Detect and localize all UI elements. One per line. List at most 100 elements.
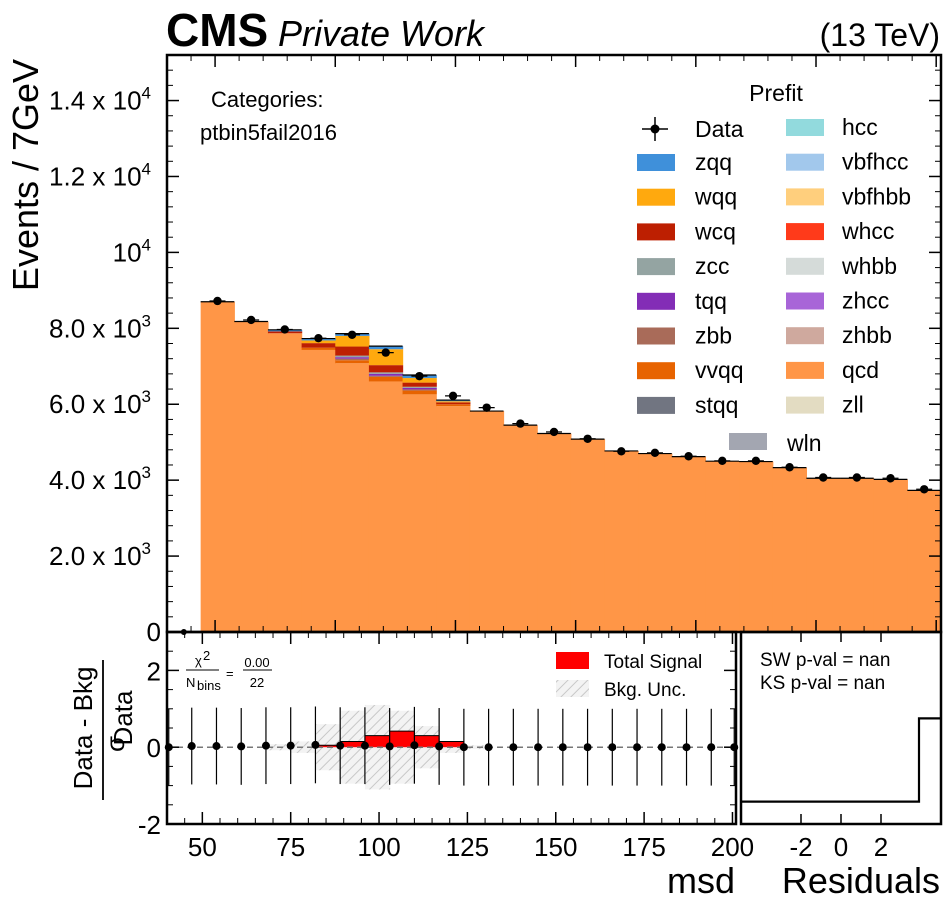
- chi2-annotation: χ 2 N bins = 0.00 22: [186, 648, 272, 693]
- main-y-axis: 0 2.0 x 103 4.0 x 103 6.0 x 103 8.0 x 103 104…: [49, 69, 941, 647]
- bar-qcd-8: [436, 406, 471, 632]
- ratio-x-tick-label-3: 125: [446, 832, 489, 862]
- legend-data-marker: [650, 124, 660, 134]
- data-point-13: [650, 448, 660, 458]
- y-tick-label-0: 0: [147, 617, 161, 647]
- data-point-15: [718, 456, 727, 465]
- data-point-17: [785, 463, 794, 472]
- data-point-5: [381, 348, 390, 357]
- residual-frame: [739, 630, 943, 826]
- ratio-point-8: [360, 741, 369, 750]
- residual-step: [741, 717, 941, 803]
- total-signal-label: Total Signal: [604, 652, 702, 673]
- signal-bar-11: [439, 741, 465, 748]
- bkg-unc-band-12: [463, 745, 490, 750]
- bar-wcq-7: [402, 382, 437, 387]
- legend-label-tqq: tqq: [695, 288, 727, 314]
- bar-wcq-8: [436, 402, 471, 405]
- ratio-x-tick-label-1: 75: [276, 832, 305, 862]
- bar-vvqq-8: [436, 404, 471, 407]
- legend-swatch-zhcc: [786, 292, 824, 310]
- ratio-x-tick-label-4: 150: [534, 832, 577, 862]
- ratio-axes: -2 0 2 50 75 100 125 150 175 200: [138, 632, 754, 862]
- signal-bar-10: [414, 735, 440, 748]
- bar-tqq-6: [368, 373, 404, 376]
- ratio-x-tick-label-5: 175: [622, 832, 665, 862]
- bar-qcd-17: [739, 461, 774, 632]
- bar-qcd-14: [638, 453, 673, 632]
- energy-label: (13 TeV): [820, 17, 940, 53]
- bar-qcd-19: [806, 478, 841, 632]
- legend-swatch-whbb: [786, 257, 824, 275]
- bar-zcc-7: [402, 386, 437, 388]
- data-point-7: [448, 391, 458, 401]
- data-point-18: [819, 473, 828, 482]
- sw-pval-text: SW p-val = nan: [760, 650, 890, 671]
- bkg-unc-band-5: [290, 741, 316, 753]
- bar-zcc-5: [335, 355, 370, 358]
- legend-swatch-zqq: [637, 154, 675, 171]
- category-name: ptbin5fail2016: [200, 120, 337, 145]
- bar-zbb-5: [335, 358, 370, 361]
- y-tick-label-5: 104: [113, 235, 151, 267]
- ratio-point-15: [534, 743, 543, 752]
- residual-x-axis-label: Residuals: [782, 860, 940, 901]
- y-tick-label-2: 4.0 x 103: [49, 463, 151, 495]
- legend-label-zbb: zbb: [695, 323, 732, 349]
- ratio-point-10: [410, 741, 419, 750]
- ks-pval-text: KS p-val = nan: [760, 673, 885, 694]
- ratio-point-16: [558, 743, 567, 752]
- bar-qcd-12: [570, 439, 606, 632]
- bar-qcd-15: [671, 456, 707, 632]
- ratio-x-tick-label-6: 200: [711, 832, 754, 862]
- bar-zcc-6: [368, 372, 404, 374]
- legend-data-label: Data: [695, 116, 744, 142]
- ratio-point-2: [212, 742, 221, 751]
- data-point-19: [852, 473, 862, 482]
- ratio-content: [164, 704, 739, 790]
- ratio-point-19: [633, 743, 642, 752]
- data-point-8: [482, 403, 491, 412]
- bkg-unc-swatch: [556, 680, 589, 697]
- bar-vvqq-6: [368, 376, 404, 382]
- bar-qcd-13: [604, 450, 639, 632]
- bar-qcd-10: [503, 425, 538, 632]
- legend-swatch-whcc: [786, 223, 824, 241]
- signal-bar-7: [340, 741, 366, 748]
- legend-swatch-vvqq: [637, 362, 675, 380]
- data-point-21: [919, 485, 929, 494]
- main-panel: 0 2.0 x 103 4.0 x 103 6.0 x 103 8.0 x 103 104…: [49, 53, 943, 647]
- ratio-point-17: [583, 743, 592, 752]
- bar-qcd-2: [234, 321, 269, 632]
- legend-label-zqq: zqq: [695, 149, 732, 175]
- chi2-value: 0.00: [244, 655, 269, 670]
- y-tick-label-4: 8.0 x 103: [49, 311, 151, 343]
- ratio-point-22: [707, 743, 716, 752]
- residual-panel: -2 0 2: [739, 630, 943, 862]
- stacked-bars: [200, 301, 942, 632]
- ndof-value: 22: [250, 675, 264, 690]
- bar-vvqq-4: [301, 347, 336, 350]
- ratio-point-6: [311, 740, 320, 749]
- legend-swatch-stqq: [637, 396, 675, 414]
- legend-swatch-wcq: [637, 223, 675, 241]
- data-point-1: [246, 315, 256, 325]
- ratio-point-20: [657, 743, 666, 752]
- bar-qcd-9: [469, 411, 505, 632]
- residual-histogram: [741, 717, 941, 803]
- nbins-N: N: [186, 675, 195, 690]
- ratio-x-axis-label: msd: [667, 860, 735, 901]
- legend-label-wqq: wqq: [694, 184, 737, 210]
- legend-label-wcq: wcq: [694, 218, 736, 244]
- chi2-symbol: χ: [195, 653, 202, 668]
- legend-label-zhbb: zhbb: [842, 322, 892, 348]
- data-point-12: [617, 447, 626, 456]
- data-point-14: [684, 452, 693, 461]
- legend-title: Prefit: [749, 80, 803, 106]
- bar-qcd-20: [840, 478, 875, 632]
- data-point-9: [516, 419, 525, 428]
- data-point-4: [347, 330, 357, 339]
- legend-swatch-vbfhbb: [786, 188, 824, 206]
- signal-bar-6: [315, 745, 341, 748]
- y-tick-label-1: 2.0 x 103: [49, 539, 151, 571]
